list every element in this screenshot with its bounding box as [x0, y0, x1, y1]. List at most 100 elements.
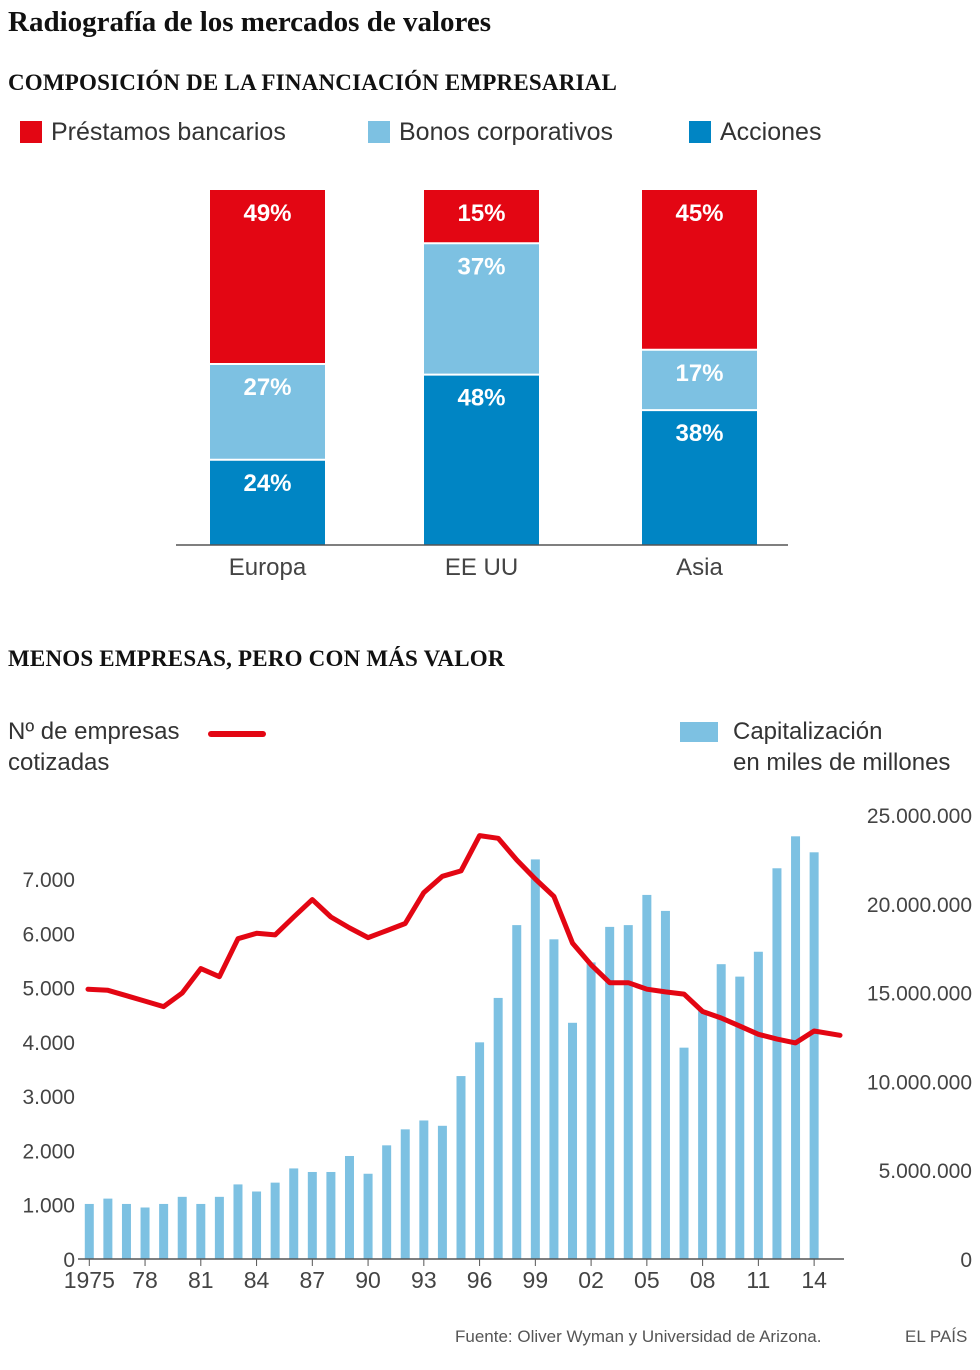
- capitalization-bar: [679, 1047, 689, 1259]
- legend-swatch-lightblue: [368, 121, 390, 143]
- bar-segment-asia-2: [642, 190, 757, 350]
- category-label: Europa: [229, 554, 307, 581]
- capitalization-bar: [660, 910, 670, 1259]
- capitalization-bar: [586, 962, 596, 1259]
- capitalization-bar: [326, 1171, 336, 1259]
- bar-segment-ee-uu-2: [424, 190, 539, 244]
- bar-value-label: 38%: [675, 420, 723, 447]
- page-title: Radiografía de los mercados de valores: [8, 6, 492, 38]
- right-axis-tick: 5.000.000: [879, 1160, 972, 1183]
- capitalization-bar: [344, 1155, 354, 1259]
- section-title-empresas: MENOS EMPRESAS, PERO CON MÁS VALOR: [8, 646, 505, 671]
- x-tick-label: 90: [355, 1267, 381, 1293]
- bar-value-label: 49%: [243, 200, 291, 227]
- x-tick-label: 05: [634, 1267, 660, 1293]
- capitalization-bar: [140, 1207, 150, 1259]
- right-axis-tick: 20.000.000: [867, 894, 972, 917]
- companies-line: [85, 833, 843, 1046]
- legend-label-bonos: Bonos corporativos: [399, 117, 614, 146]
- capitalization-bar: [400, 1129, 410, 1259]
- line-label-line2: cotizadas: [8, 749, 110, 776]
- left-axis-tick: 1.000: [22, 1195, 75, 1218]
- capitalization-bar: [270, 1182, 280, 1259]
- right-axis-tick: 15.000.000: [867, 983, 972, 1006]
- capitalization-bar: [809, 852, 819, 1259]
- line-legend-key: [208, 731, 266, 737]
- capitalization-bar: [716, 964, 726, 1259]
- capitalization-bar: [791, 836, 801, 1259]
- bar-value-label: 15%: [457, 200, 505, 227]
- capitalization-bar: [549, 939, 559, 1259]
- capitalization-bar: [196, 1203, 206, 1259]
- legend-prestamos: Préstamos bancarios: [20, 117, 286, 147]
- bar-segment-ee-uu-0: [424, 374, 539, 545]
- capitalization-bar: [252, 1191, 262, 1259]
- capitalization-bar: [456, 1076, 466, 1259]
- bar-segment-ee-uu-1: [424, 243, 539, 375]
- capitalization-bar: [475, 1042, 485, 1259]
- left-axis-tick: 5.000: [22, 978, 75, 1001]
- capitalization-bar: [530, 859, 540, 1259]
- bar-segment-europa-1: [210, 363, 325, 460]
- x-tick-label: 99: [523, 1267, 549, 1293]
- capitalization-bar: [103, 1198, 113, 1259]
- left-axis-tick: 2.000: [22, 1140, 75, 1163]
- x-tick-label: 81: [188, 1267, 214, 1293]
- x-tick-label: 11: [746, 1267, 770, 1293]
- capitalization-bar: [382, 1145, 392, 1259]
- category-label: EE UU: [445, 554, 518, 581]
- x-tick-label: 84: [244, 1267, 270, 1293]
- bar-segment-asia-1: [642, 349, 757, 411]
- capitalization-bar: [289, 1168, 299, 1259]
- capitalization-bar: [437, 1125, 447, 1259]
- legend-acciones: Acciones: [689, 117, 821, 147]
- capitalization-bar: [568, 1022, 578, 1259]
- right-axis-tick: 0: [960, 1249, 972, 1272]
- bar-value-label: 37%: [457, 253, 505, 280]
- bar-value-label: 48%: [457, 385, 505, 412]
- capitalization-bar: [772, 868, 782, 1259]
- x-tick-label: 02: [578, 1267, 604, 1293]
- capitalization-bar: [363, 1173, 373, 1259]
- legend-swatch-blue: [689, 121, 711, 143]
- left-axis-tick: 4.000: [22, 1032, 75, 1055]
- x-tick-label: 08: [690, 1267, 716, 1293]
- capitalization-bar: [307, 1171, 317, 1259]
- bar-segment-europa-2: [210, 190, 325, 364]
- right-axis-tick: 25.000.000: [867, 805, 972, 828]
- right-axis-tick: 10.000.000: [867, 1071, 972, 1094]
- legend-label-prestamos: Préstamos bancarios: [51, 117, 286, 146]
- bar-series-label: Capitalización en miles de millones: [733, 716, 950, 778]
- capitalization-bar: [233, 1184, 243, 1259]
- x-tick-label: 96: [467, 1267, 493, 1293]
- x-tick-label: 1975: [64, 1267, 115, 1293]
- bar-legend-swatch: [680, 722, 718, 742]
- bar-label-line1: Capitalización: [733, 718, 883, 745]
- x-tick-label: 78: [132, 1267, 158, 1293]
- capitalization-bar: [698, 1010, 708, 1259]
- bar-segment-europa-0: [210, 459, 325, 545]
- bar-value-label: 27%: [243, 374, 291, 401]
- combo-bar-line-chart: 0 5.000.000 10.000.000 15.000.000 20.000.000…: [22, 805, 972, 1293]
- capitalization-bar: [642, 894, 652, 1259]
- capitalization-bar: [159, 1203, 169, 1259]
- x-tick-label: 93: [411, 1267, 437, 1293]
- line-label-line1: Nº de empresas: [8, 718, 180, 745]
- stacked-bar-chart: 24% 27% 49% Europa 48% 37% 15% EE UU 38% 17% 45% As…: [176, 190, 788, 581]
- capitalization-bar: [84, 1203, 94, 1259]
- capitalization-bar: [735, 976, 745, 1259]
- capitalization-bar: [121, 1203, 131, 1259]
- capitalization-bar: [214, 1196, 224, 1259]
- capitalization-bar: [753, 951, 763, 1259]
- bar-label-line2: en miles de millones: [733, 749, 951, 776]
- legend-swatch-red: [20, 121, 42, 143]
- capitalization-bar: [177, 1196, 187, 1259]
- bar-value-label: 17%: [675, 360, 723, 387]
- capitalization-bar: [605, 926, 615, 1259]
- left-axis-tick: 0: [63, 1249, 75, 1272]
- left-axis-tick: 3.000: [22, 1086, 75, 1109]
- x-tick-label: 14: [801, 1267, 827, 1293]
- bar-segment-asia-0: [642, 410, 757, 545]
- left-axis-tick: 7.000: [22, 869, 75, 892]
- legend-label-acciones: Acciones: [720, 117, 822, 146]
